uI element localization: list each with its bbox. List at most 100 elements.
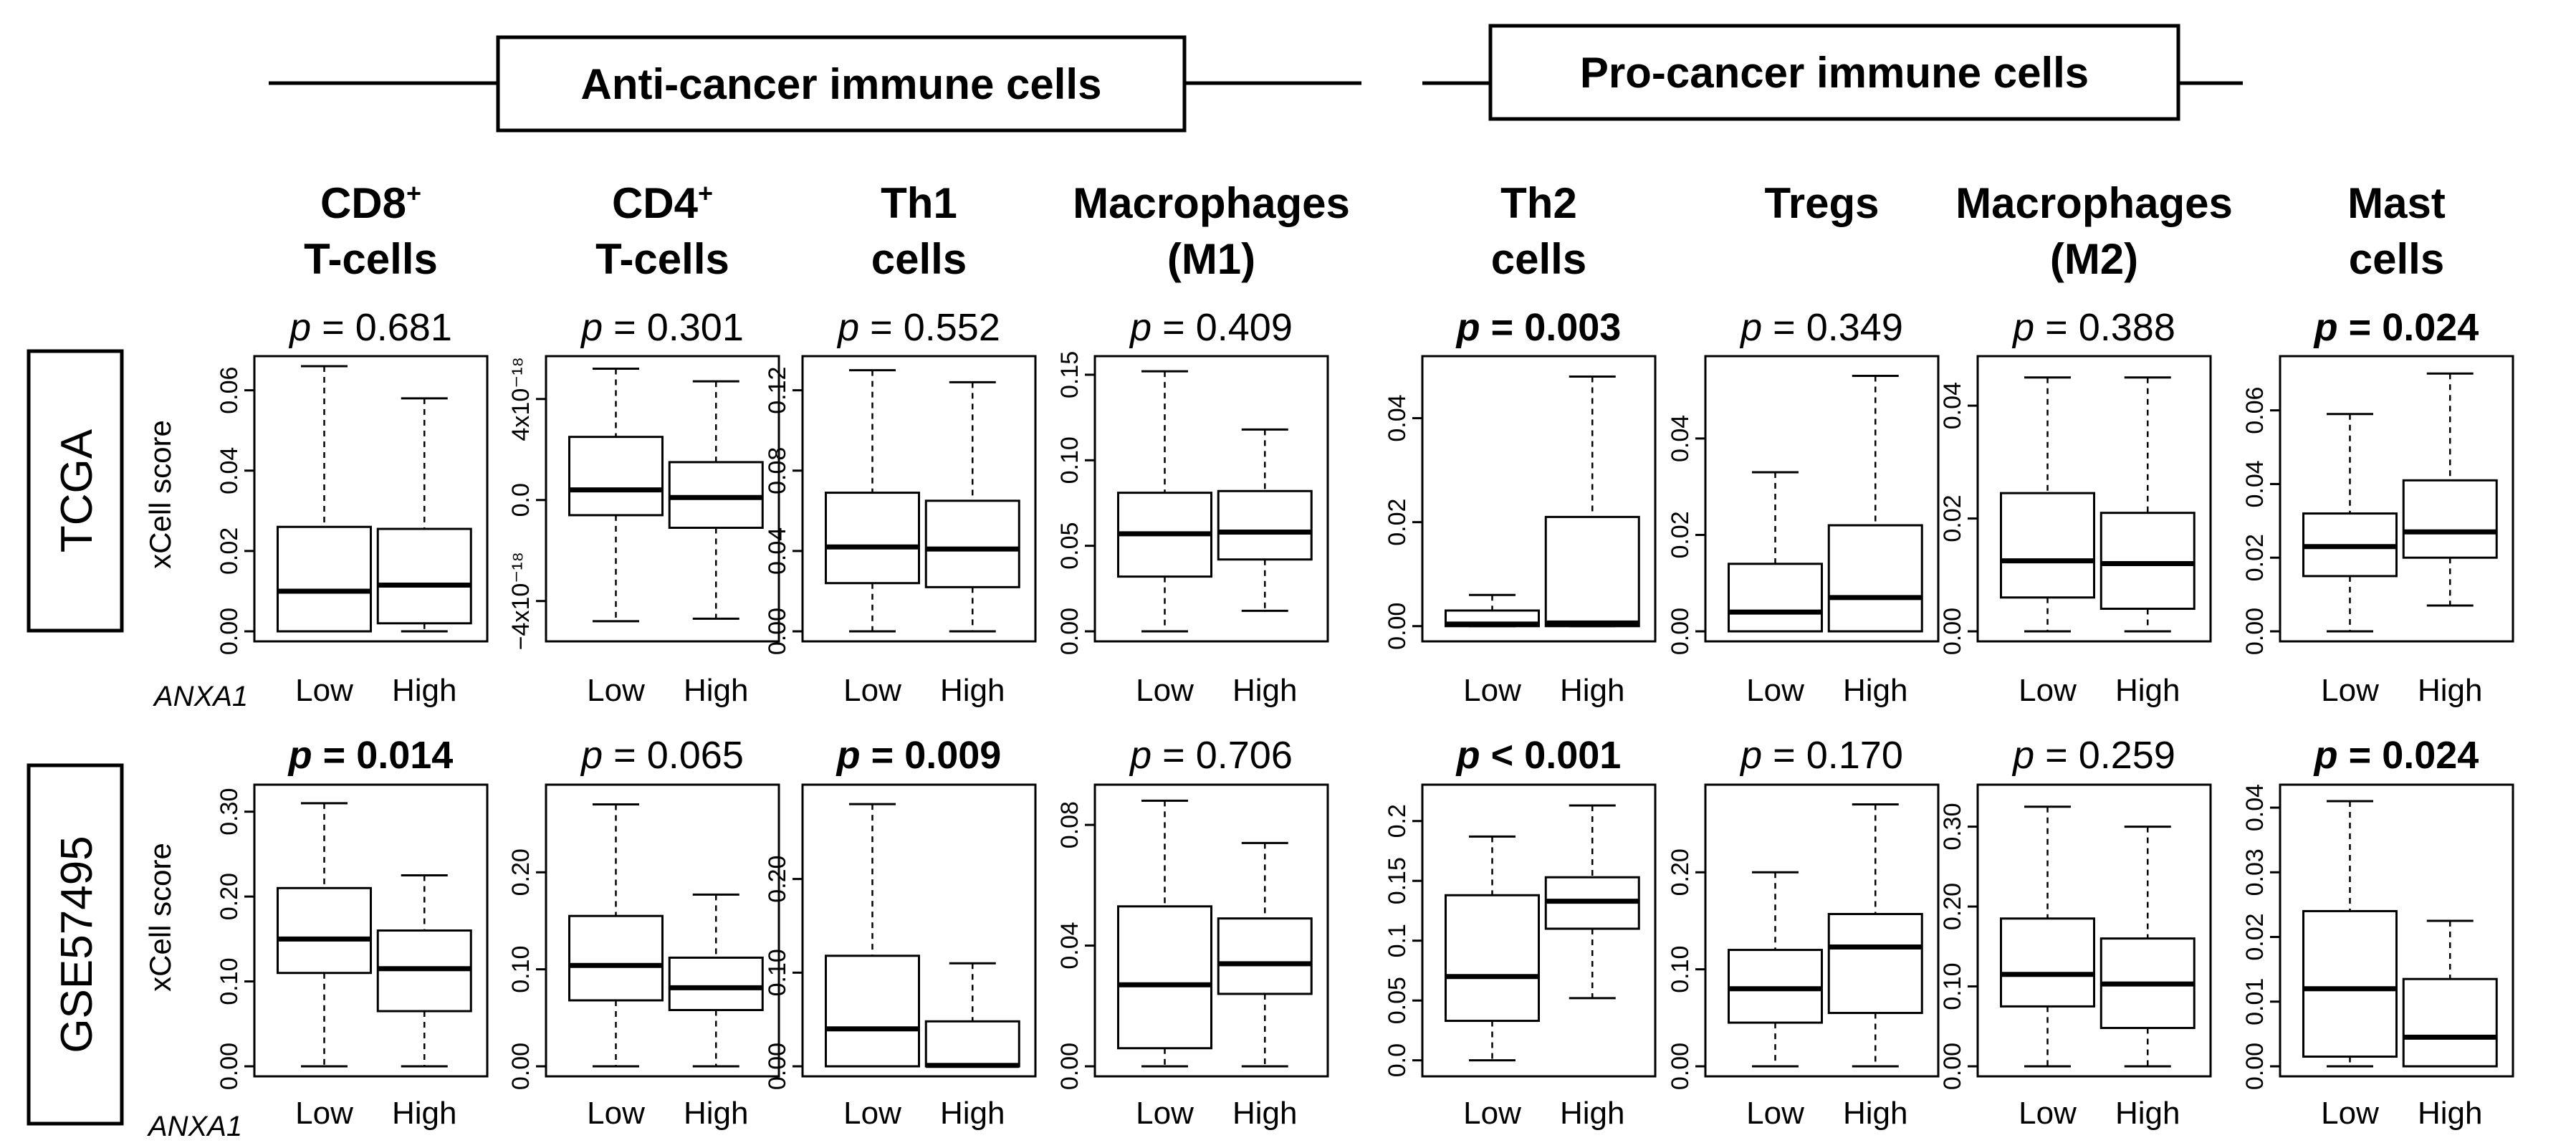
iqr-box (376, 527, 472, 625)
y-tick-label: 0.20 (216, 873, 243, 920)
p-symbol: p (1455, 306, 1480, 349)
p-symbol: p (835, 734, 861, 777)
p-value-label: p = 0.024 (2313, 306, 2479, 349)
box-low (2000, 805, 2095, 1068)
plot-frame (1704, 783, 1940, 1078)
boxplot-panel: p = 0.014 0.00 0.10 0.20 0.30 Low High (216, 734, 489, 1131)
column-header-line1: CD8+ (320, 178, 421, 227)
anti-cancer-header: Anti-cancer immune cells (269, 35, 1361, 133)
y-tick-label: 0.00 (1667, 1043, 1694, 1090)
y-tick-label: 0.05 (1384, 977, 1411, 1024)
box-low (568, 803, 664, 1068)
category-label: High (940, 673, 1005, 708)
plot-frame (1421, 783, 1657, 1078)
p-value-label: p = 0.024 (2313, 734, 2479, 777)
iqr-box (1445, 894, 1540, 1023)
column-header: CD8+ T-cells (304, 178, 438, 283)
boxplot-panel: p = 0.259 0.00 0.10 0.20 0.30 Low High (1939, 734, 2212, 1131)
y-tick-label: 0.10 (764, 949, 791, 996)
column-header: CD4+ T-cells (595, 178, 729, 283)
p-value-text: = 0.681 (311, 306, 452, 349)
column-header-line1: Tregs (1764, 179, 1879, 227)
y-tick-label: 0.00 (1939, 608, 1966, 655)
anti-header-box (496, 35, 1187, 133)
box-high (668, 380, 764, 620)
y-tick-label: 0.00 (2241, 608, 2269, 655)
p-value-label: p = 0.170 (1739, 734, 1903, 777)
y-tick-label: 0.12 (764, 367, 791, 414)
category-label: Low (587, 1096, 645, 1131)
plot-frame (2279, 355, 2514, 643)
y-tick-label: 0.05 (1056, 522, 1083, 570)
y-tick-label: 0.00 (764, 608, 791, 655)
plot-frame (1093, 783, 1329, 1078)
plot-frame (545, 783, 780, 1078)
box-low (2302, 413, 2398, 633)
box-high (2402, 372, 2498, 607)
y-tick-label: 0.02 (216, 527, 243, 575)
iqr-box (668, 461, 764, 530)
y-tick-label: 0.10 (1056, 436, 1083, 484)
y-tick-label: 0.00 (2241, 1043, 2269, 1090)
y-tick-label: 4x10⁻¹⁸ (507, 357, 535, 441)
p-value-label: p = 0.388 (2011, 306, 2175, 349)
column-header-line2: cells (871, 235, 967, 283)
box-low (1445, 593, 1540, 628)
p-symbol: p (2313, 306, 2338, 349)
iqr-box (1827, 524, 1923, 633)
column-header-name: Th2 (1500, 179, 1577, 227)
plot-frame (253, 355, 489, 643)
box-high (376, 397, 472, 633)
y-tick-label: 0.04 (2241, 784, 2269, 831)
y-tick-label: 0.20 (1667, 848, 1694, 896)
boxplot-panel: p = 0.170 0.00 0.10 0.20 Low High (1667, 734, 1940, 1131)
box-high (1827, 803, 1923, 1068)
box-low (2000, 376, 2095, 633)
column-header-name: Mast (2347, 179, 2446, 227)
column-header-name: Macrophages (1955, 179, 2233, 227)
column-header-line2: T-cells (595, 235, 729, 283)
y-tick-label: −4x10⁻¹⁸ (507, 552, 535, 650)
plot-frame (1093, 355, 1329, 643)
plot-frame (253, 783, 489, 1078)
p-symbol: p (836, 306, 859, 349)
y-tick-label: 0.10 (1667, 946, 1694, 993)
y-tick-label: 0.04 (1056, 922, 1083, 969)
y-tick-label: 0.00 (216, 608, 243, 655)
y-axis-title: xCell score (143, 420, 177, 569)
row-label-box (27, 349, 124, 633)
boxplot-panel: p = 0.024 0.00 0.01 0.02 0.03 0.04 Low High (2241, 734, 2514, 1131)
p-value-label: p = 0.003 (1455, 306, 1622, 349)
y-tick-label: 0.04 (1939, 382, 1966, 429)
box-high (668, 893, 764, 1068)
p-symbol: p (1129, 306, 1151, 349)
boxplot-panel: p < 0.001 0.0 0.05 0.1 0.15 0.2 Low High (1384, 734, 1657, 1131)
box-low (568, 368, 664, 623)
row-label-text: GSE57495 (52, 836, 102, 1053)
category-label: Low (2321, 1096, 2379, 1131)
box-low (1728, 871, 1823, 1068)
p-value-text: = 0.552 (859, 306, 1000, 349)
category-label: Low (1746, 673, 1804, 708)
category-label: Low (587, 673, 645, 708)
box-high (2099, 826, 2196, 1068)
category-label: High (2418, 1096, 2483, 1131)
box-low (1117, 370, 1212, 633)
box-high (376, 874, 472, 1068)
y-tick-label: 0.04 (216, 447, 243, 494)
iqr-box (277, 886, 372, 975)
column-header-name: Macrophages (1073, 179, 1350, 227)
y-tick-label: 0.06 (216, 367, 243, 414)
p-value-label: p = 0.409 (1129, 306, 1293, 349)
p-value-label: p = 0.259 (2011, 734, 2175, 777)
category-label: High (1232, 673, 1298, 708)
y-tick-label: 0.02 (1384, 499, 1411, 546)
category-label: High (1843, 1096, 1908, 1131)
iqr-box (2099, 512, 2196, 611)
row-label-text: TCGA (52, 429, 102, 553)
iqr-box (277, 525, 372, 633)
p-value-label: p = 0.349 (1739, 306, 1903, 349)
column-header-line1: Mast (2347, 179, 2446, 227)
category-label: Low (1746, 1096, 1804, 1131)
